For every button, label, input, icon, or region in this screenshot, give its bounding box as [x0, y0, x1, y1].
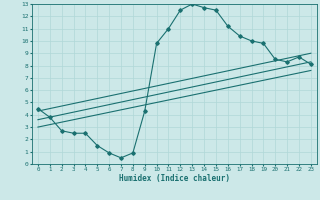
X-axis label: Humidex (Indice chaleur): Humidex (Indice chaleur) — [119, 174, 230, 183]
